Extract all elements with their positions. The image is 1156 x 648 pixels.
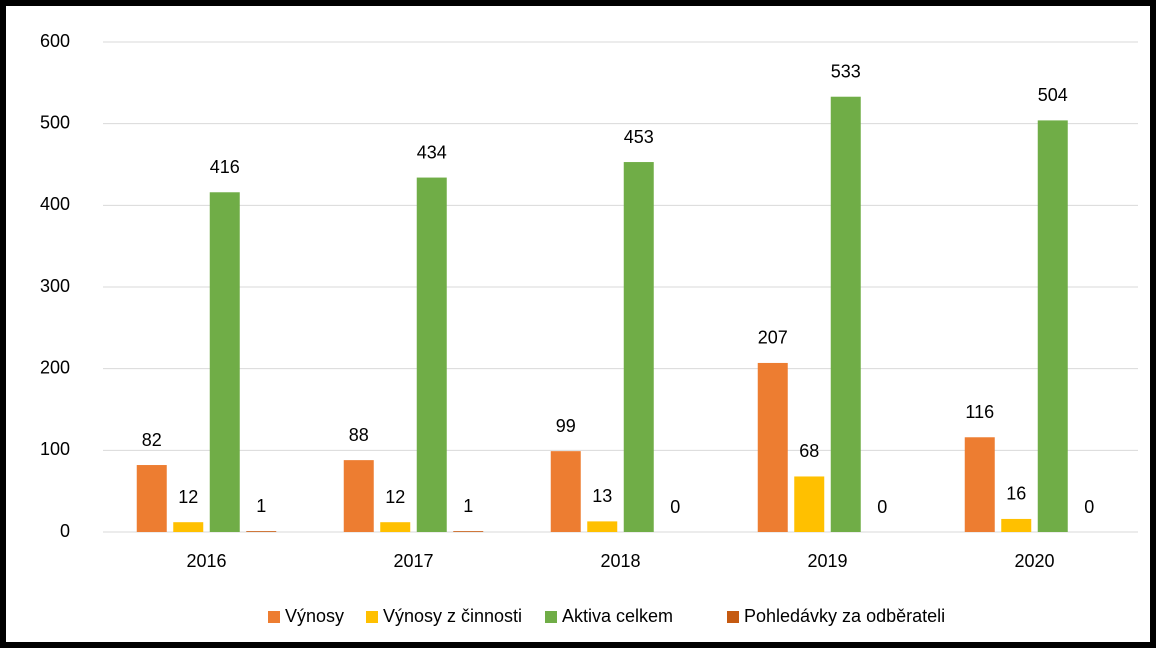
bar: [830, 96, 861, 532]
bar: [794, 476, 825, 532]
y-tick-label: 100: [40, 439, 70, 459]
legend-label: Pohledávky za odběrateli: [744, 606, 945, 626]
y-tick-label: 500: [40, 112, 70, 132]
x-tick-label: 2019: [807, 551, 847, 571]
bar: [964, 437, 995, 532]
legend-label: Výnosy z činnosti: [383, 606, 522, 626]
data-label: 16: [1006, 484, 1026, 504]
bar: [343, 460, 374, 532]
data-label: 533: [831, 61, 861, 81]
y-tick-label: 200: [40, 357, 70, 377]
bar: [1037, 120, 1068, 533]
data-label: 88: [349, 425, 369, 445]
data-label: 12: [385, 487, 405, 507]
legend-label: Výnosy: [285, 606, 344, 626]
data-label: 0: [1084, 497, 1094, 517]
y-tick-label: 300: [40, 276, 70, 296]
bar: [136, 465, 167, 532]
data-label: 1: [256, 496, 266, 516]
legend-swatch: [366, 611, 378, 623]
bar: [550, 451, 581, 532]
data-label: 82: [142, 430, 162, 450]
x-tick-label: 2017: [393, 551, 433, 571]
data-label: 207: [758, 328, 788, 348]
data-label: 0: [877, 497, 887, 517]
data-label: 434: [417, 142, 447, 162]
bar: [587, 521, 618, 532]
data-label: 99: [556, 416, 576, 436]
data-label: 504: [1038, 85, 1068, 105]
bar: [173, 522, 204, 532]
legend-swatch: [727, 611, 739, 623]
bar: [1001, 518, 1032, 532]
legend-swatch: [545, 611, 557, 623]
legend-label: Aktiva celkem: [562, 606, 673, 626]
bar: [757, 362, 788, 532]
data-label: 13: [592, 486, 612, 506]
data-label: 416: [210, 157, 240, 177]
data-label: 453: [624, 127, 654, 147]
x-tick-label: 2016: [186, 551, 226, 571]
x-tick-label: 2018: [600, 551, 640, 571]
data-label: 68: [799, 441, 819, 461]
data-label: 1: [463, 496, 473, 516]
y-tick-label: 0: [60, 521, 70, 541]
bar: [380, 522, 411, 532]
y-tick-label: 400: [40, 194, 70, 214]
x-tick-label: 2020: [1014, 551, 1054, 571]
bar: [416, 177, 447, 533]
bar: [453, 531, 484, 532]
data-label: 12: [178, 487, 198, 507]
legend-swatch: [268, 611, 280, 623]
data-label: 0: [670, 497, 680, 517]
data-label: 116: [965, 402, 994, 422]
bar: [623, 162, 654, 533]
y-tick-label: 600: [40, 31, 70, 51]
bar: [209, 192, 240, 532]
bar: [246, 531, 277, 532]
